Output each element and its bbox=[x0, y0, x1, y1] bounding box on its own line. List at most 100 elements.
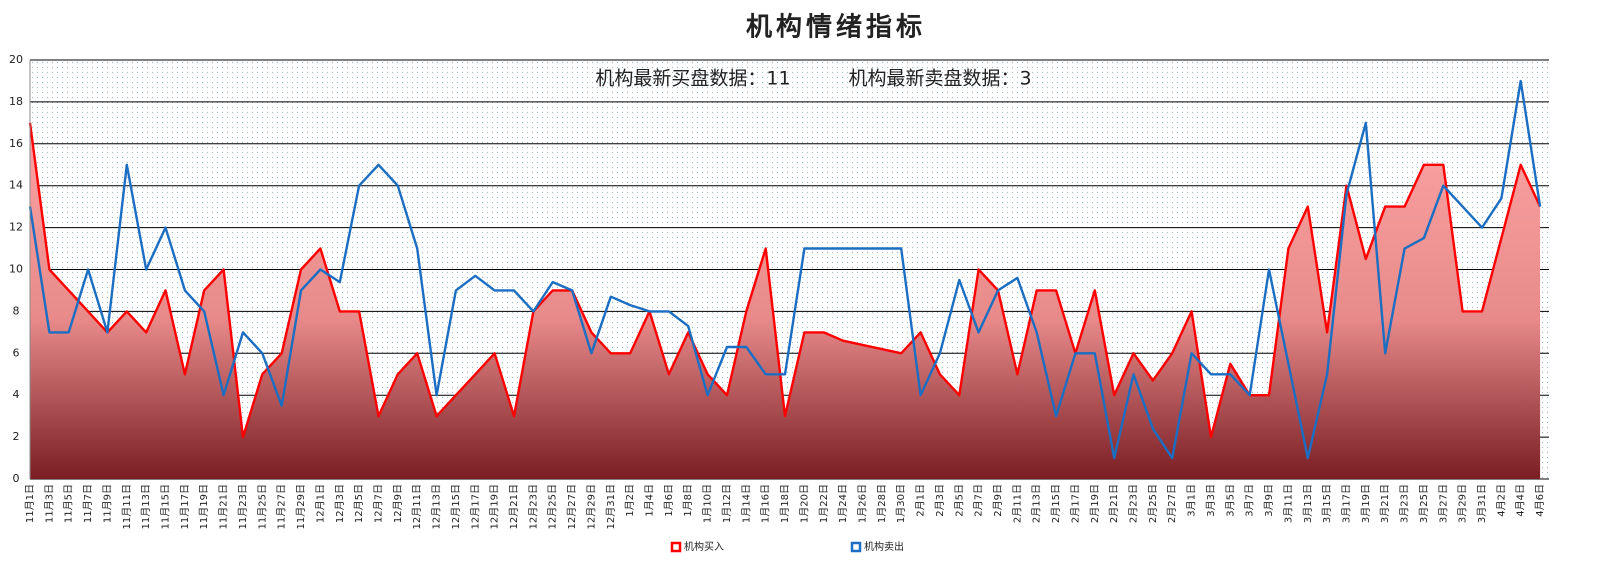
x-tick-label: 12月19日 bbox=[489, 484, 501, 529]
x-tick-label: 1月18日 bbox=[779, 484, 791, 523]
x-tick-label: 2月17日 bbox=[1069, 484, 1081, 523]
x-tick-label: 12月9日 bbox=[392, 484, 404, 523]
x-tick-label: 3月29日 bbox=[1457, 484, 1469, 523]
x-tick-label: 3月3日 bbox=[1205, 484, 1217, 517]
x-tick-label: 3月21日 bbox=[1379, 484, 1391, 523]
line bbox=[28, 122, 1542, 439]
x-tick-label: 12月1日 bbox=[314, 484, 326, 523]
annotation: 机构最新卖盘数据：3 bbox=[848, 68, 1031, 90]
x-tick-label: 2月9日 bbox=[992, 484, 1004, 517]
x-tick-label: 1月16日 bbox=[760, 484, 772, 523]
x-tick-label: 11月25日 bbox=[256, 484, 268, 529]
area bbox=[30, 122, 1541, 480]
legend-label: 机构卖出 bbox=[864, 540, 904, 553]
x-tick-label: 2月27日 bbox=[1166, 484, 1178, 523]
x-tick-label: 11月19日 bbox=[198, 484, 210, 529]
annotation: 机构最新买盘数据：11 bbox=[595, 68, 790, 90]
line bbox=[28, 79, 1542, 460]
x-tick-label: 11月5日 bbox=[63, 484, 75, 523]
x-tick-label: 1月12日 bbox=[721, 484, 733, 523]
x-tick-label: 12月23日 bbox=[527, 484, 539, 529]
y-tick-label: 6 bbox=[13, 346, 20, 359]
x-tick-label: 11月27日 bbox=[276, 484, 288, 529]
x-tick-label: 4月2日 bbox=[1495, 484, 1507, 517]
x-tick-label: 3月11日 bbox=[1282, 484, 1294, 523]
x-tick-label: 3月27日 bbox=[1437, 484, 1449, 523]
y-tick-label: 14 bbox=[9, 179, 23, 192]
x-tick-label: 11月7日 bbox=[82, 484, 94, 523]
x-tick-label: 1月22日 bbox=[818, 484, 830, 523]
x-tick-label: 11月3日 bbox=[43, 484, 55, 523]
x-tick-label: 12月11日 bbox=[411, 484, 423, 529]
legend-label: 机构买入 bbox=[684, 540, 724, 553]
chart-title: 机构情绪指标 bbox=[746, 12, 926, 43]
x-tick-label: 4月6日 bbox=[1534, 484, 1546, 517]
x-tick-label: 3月17日 bbox=[1340, 484, 1352, 523]
x-tick-label: 1月14日 bbox=[740, 484, 752, 523]
x-tick-label: 12月29日 bbox=[585, 484, 597, 529]
x-tick-label: 12月15日 bbox=[450, 484, 462, 529]
x-tick-label: 2月15日 bbox=[1050, 484, 1062, 523]
x-tick-label: 11月1日 bbox=[24, 484, 36, 523]
x-tick-label: 2月13日 bbox=[1031, 484, 1043, 523]
y-tick-label: 10 bbox=[9, 263, 23, 276]
x-tick-label: 1月28日 bbox=[876, 484, 888, 523]
x-tick-label: 3月15日 bbox=[1321, 484, 1333, 523]
x-tick-label: 12月17日 bbox=[469, 484, 481, 529]
x-tick-label: 1月8日 bbox=[682, 484, 694, 517]
x-tick-label: 3月23日 bbox=[1399, 484, 1411, 523]
legend: 机构买入 机构卖出 bbox=[670, 540, 904, 553]
y-tick-label: 8 bbox=[13, 304, 20, 317]
y-tick-label: 18 bbox=[9, 95, 23, 108]
x-tick-label: 11月15日 bbox=[160, 484, 172, 529]
x-tick-label: 11月23日 bbox=[237, 484, 249, 529]
x-tick-label: 12月5日 bbox=[353, 484, 365, 523]
x-tick-label: 2月25日 bbox=[1147, 484, 1159, 523]
x-tick-label: 2月1日 bbox=[915, 484, 927, 517]
x-tick-label: 3月19日 bbox=[1360, 484, 1372, 523]
x-tick-label: 3月25日 bbox=[1418, 484, 1430, 523]
x-tick-label: 11月17日 bbox=[179, 484, 191, 529]
x-tick-label: 1月2日 bbox=[624, 484, 636, 517]
x-tick-label: 2月19日 bbox=[1089, 484, 1101, 523]
x-tick-label: 2月7日 bbox=[973, 484, 985, 517]
y-tick-label: 2 bbox=[13, 430, 20, 443]
x-tick-label: 1月20日 bbox=[798, 484, 810, 523]
x-tick-label: 11月13日 bbox=[140, 484, 152, 529]
x-tick-label: 12月25日 bbox=[547, 484, 559, 529]
x-tick-label: 2月23日 bbox=[1128, 484, 1140, 523]
x-tick-label: 3月31日 bbox=[1476, 484, 1488, 523]
x-tick-label: 3月1日 bbox=[1186, 484, 1198, 517]
x-tick-label: 11月29日 bbox=[295, 484, 307, 529]
x-tick-label: 12月3日 bbox=[334, 484, 346, 523]
x-tick-label: 3月7日 bbox=[1244, 484, 1256, 517]
x-tick-label: 12月7日 bbox=[372, 484, 384, 523]
x-tick-label: 3月5日 bbox=[1224, 484, 1236, 517]
x-tick-label: 1月30日 bbox=[895, 484, 907, 523]
x-tick-label: 11月21日 bbox=[218, 484, 230, 529]
y-tick-label: 16 bbox=[9, 137, 23, 150]
legend-swatch bbox=[850, 541, 862, 553]
x-tick-label: 12月27日 bbox=[566, 484, 578, 529]
axes: 0 2 4 6 8 10 12 14 16 18 20 11月1日 11月3日 11月5日 11月7日 11月… bbox=[9, 53, 1546, 529]
x-tick-label: 2月11日 bbox=[1011, 484, 1023, 523]
x-tick-label: 12月13日 bbox=[431, 484, 443, 529]
x-tick-label: 4月4日 bbox=[1515, 484, 1527, 517]
x-tick-label: 3月13日 bbox=[1302, 484, 1314, 523]
x-tick-label: 12月31日 bbox=[605, 484, 617, 529]
x-tick-label: 2月21日 bbox=[1108, 484, 1120, 523]
x-tick-label: 11月9日 bbox=[101, 484, 113, 523]
y-tick-label: 20 bbox=[9, 53, 23, 66]
x-tick-label: 11月11日 bbox=[121, 484, 133, 529]
x-tick-label: 1月24日 bbox=[837, 484, 849, 523]
x-tick-label: 12月21日 bbox=[508, 484, 520, 529]
x-tick-label: 1月6日 bbox=[663, 484, 675, 517]
y-tick-label: 12 bbox=[9, 221, 23, 234]
x-tick-label: 2月5日 bbox=[953, 484, 965, 517]
x-tick-label: 1月4日 bbox=[644, 484, 656, 517]
marks bbox=[28, 79, 1542, 480]
legend-swatch bbox=[670, 541, 682, 553]
x-tick-label: 1月10日 bbox=[702, 484, 714, 523]
